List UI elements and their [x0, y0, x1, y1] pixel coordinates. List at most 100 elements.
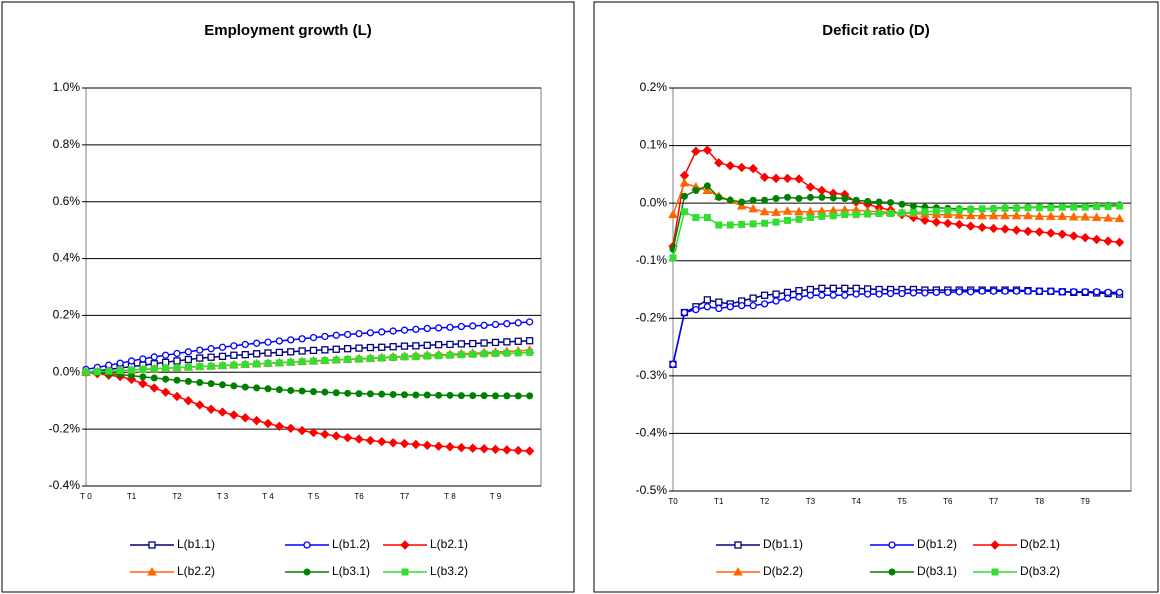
data-point — [469, 350, 477, 358]
x-tick-label: T 4 — [262, 492, 274, 501]
data-point — [365, 435, 376, 446]
data-point — [389, 390, 397, 398]
data-point — [1103, 236, 1113, 246]
data-point — [771, 173, 781, 184]
data-point — [738, 301, 746, 310]
data-point — [795, 195, 803, 203]
data-point — [715, 298, 723, 306]
data-point — [524, 446, 535, 456]
data-point — [298, 347, 306, 355]
data-point — [264, 338, 272, 346]
data-point — [298, 387, 306, 395]
data-point — [841, 211, 849, 219]
data-point — [275, 337, 284, 345]
data-point — [275, 359, 283, 367]
data-point — [264, 359, 272, 367]
data-point — [702, 145, 713, 155]
data-point — [1091, 234, 1102, 245]
data-point — [978, 205, 986, 213]
data-point — [1011, 210, 1022, 220]
data-point — [909, 202, 917, 210]
data-point — [1114, 213, 1125, 223]
series-line — [85, 321, 530, 371]
data-point — [229, 410, 239, 420]
y-tick-label: -0.2% — [636, 310, 668, 324]
x-tick-label: T1 — [127, 492, 137, 501]
legend-label: L(b3.2) — [430, 564, 468, 578]
data-point — [526, 348, 534, 356]
series-line — [85, 339, 530, 374]
data-point — [412, 325, 420, 334]
data-point — [378, 328, 386, 336]
data-point — [1104, 203, 1112, 211]
data-point — [355, 390, 363, 398]
data-point — [298, 358, 306, 366]
data-point — [898, 200, 906, 208]
legend-marker — [303, 541, 311, 549]
data-point — [162, 364, 170, 372]
data-point — [1057, 229, 1068, 239]
data-point — [784, 193, 791, 201]
y-tick-label: -0.5% — [636, 483, 668, 497]
data-point — [1034, 227, 1045, 237]
data-point — [343, 330, 352, 339]
data-point — [366, 390, 374, 398]
data-point — [195, 400, 205, 410]
data-point — [795, 293, 803, 301]
legend-marker — [400, 540, 410, 550]
data-point — [298, 335, 306, 343]
data-point — [310, 388, 317, 396]
data-point — [241, 351, 249, 359]
data-point — [490, 444, 501, 455]
data-point — [287, 386, 295, 394]
data-point — [736, 201, 747, 210]
data-point — [491, 320, 500, 329]
data-point — [343, 345, 352, 353]
data-point — [469, 322, 477, 330]
data-point — [160, 387, 171, 397]
data-point — [887, 210, 895, 218]
data-point — [378, 354, 386, 362]
data-point — [715, 304, 723, 313]
data-point — [457, 340, 466, 348]
data-point — [388, 438, 398, 448]
x-tick-label: T1 — [714, 497, 724, 506]
data-point — [457, 351, 465, 359]
data-point — [150, 353, 158, 361]
data-point — [965, 210, 976, 220]
data-point — [412, 353, 420, 361]
y-tick-label: 0.4% — [53, 251, 81, 265]
data-point — [829, 291, 837, 299]
data-point — [139, 365, 147, 373]
data-point — [944, 207, 952, 215]
data-point — [251, 415, 262, 426]
data-point — [173, 376, 181, 384]
data-point — [172, 391, 182, 402]
data-point — [852, 196, 860, 204]
data-point — [749, 220, 757, 228]
data-point — [931, 217, 942, 227]
data-point — [818, 193, 826, 201]
data-point — [116, 367, 124, 375]
data-point — [692, 186, 700, 194]
data-point — [93, 368, 101, 376]
data-point — [977, 222, 987, 233]
data-point — [173, 364, 181, 372]
y-tick-label: -0.3% — [636, 368, 668, 382]
data-point — [829, 194, 837, 202]
data-point — [1034, 211, 1045, 220]
legend-label: D(b2.2) — [763, 564, 803, 578]
data-point — [196, 379, 204, 387]
data-point — [748, 203, 759, 213]
data-point — [1046, 228, 1056, 238]
data-point — [116, 359, 124, 367]
x-tick-label: T4 — [852, 497, 862, 506]
data-point — [274, 421, 285, 432]
data-point — [864, 197, 872, 205]
data-point — [526, 392, 534, 400]
data-point — [738, 198, 746, 206]
x-tick-label: T6 — [354, 492, 364, 501]
legend-marker — [888, 568, 896, 576]
legend-label: D(b1.1) — [763, 537, 803, 551]
